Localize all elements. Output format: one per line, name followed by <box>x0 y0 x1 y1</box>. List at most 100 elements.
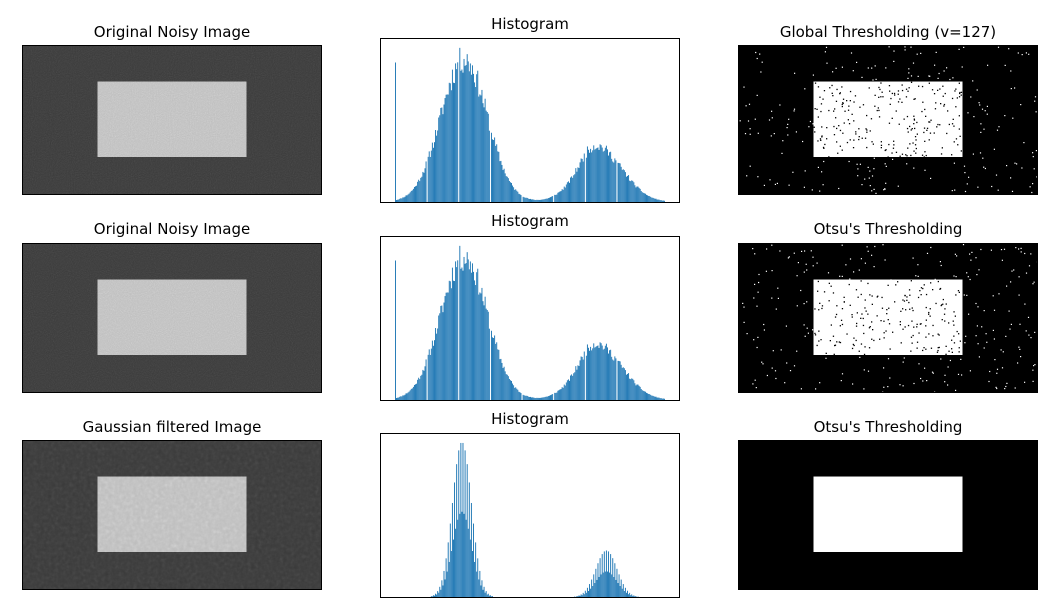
histogram-bar <box>560 191 562 202</box>
black-speck <box>937 123 939 126</box>
histogram-bar <box>593 574 595 597</box>
histogram-bar <box>455 63 457 202</box>
histogram-bar <box>496 144 498 202</box>
histogram-bar <box>585 157 587 202</box>
black-speck <box>937 89 939 91</box>
white-speck <box>752 383 754 385</box>
histogram-bar <box>434 595 435 597</box>
black-speck <box>855 289 858 291</box>
histogram-bar <box>586 587 588 597</box>
histogram-bar <box>571 374 573 400</box>
white-speck <box>826 62 828 64</box>
histogram-bar <box>600 574 602 597</box>
black-speck <box>941 304 943 306</box>
histogram-bar <box>449 523 451 597</box>
histogram-bar <box>617 162 619 202</box>
histogram-bar <box>485 308 487 400</box>
noisy-image-2 <box>22 243 322 393</box>
white-speck <box>1030 253 1032 255</box>
histogram-bar <box>460 442 462 597</box>
histogram-bar <box>482 301 484 400</box>
histogram-bar <box>456 69 458 202</box>
black-speck <box>831 84 833 87</box>
gaussian-image <box>22 440 322 590</box>
histogram-bar <box>552 394 554 400</box>
white-speck <box>758 281 760 284</box>
histogram-bar <box>492 139 493 202</box>
white-speck <box>965 335 967 337</box>
white-speck <box>992 295 994 297</box>
white-speck <box>772 350 774 352</box>
histogram-bar <box>479 94 481 202</box>
histogram-bar <box>569 182 570 202</box>
black-speck <box>916 341 919 343</box>
histogram-bar <box>476 571 478 597</box>
white-speck <box>1028 265 1031 267</box>
noise-overlay <box>23 46 321 194</box>
black-speck <box>849 139 851 141</box>
black-speck <box>910 129 912 131</box>
histogram-bar <box>657 397 659 400</box>
white-speck <box>1017 52 1019 54</box>
black-speck <box>921 85 924 88</box>
histogram-bar <box>463 513 465 597</box>
histogram-bar <box>661 200 663 202</box>
histogram-bar <box>633 380 635 400</box>
black-speck <box>868 327 871 329</box>
black-speck <box>880 82 882 84</box>
white-speck <box>869 185 871 187</box>
black-speck <box>942 303 944 305</box>
white-speck <box>762 363 764 365</box>
white-speck <box>873 168 875 170</box>
noisy-image-1 <box>22 45 322 195</box>
histogram-bar <box>484 98 486 202</box>
white-speck <box>966 183 968 185</box>
histogram-bar <box>534 199 536 202</box>
histogram-bar <box>474 280 476 400</box>
white-speck <box>1032 152 1034 154</box>
black-speck <box>913 150 915 152</box>
black-speck <box>937 333 939 335</box>
black-speck <box>848 123 851 125</box>
histogram-bar <box>514 387 516 400</box>
white-speck <box>1003 248 1006 250</box>
white-speck <box>757 132 759 134</box>
white-speck <box>807 332 809 334</box>
white-speck <box>1024 303 1026 305</box>
black-speck <box>955 88 957 90</box>
histogram-bar <box>652 395 654 400</box>
black-speck <box>836 88 838 91</box>
histogram-bar <box>455 261 457 400</box>
black-speck <box>913 123 915 125</box>
white-speck <box>761 61 763 63</box>
histogram-bar <box>537 397 539 400</box>
black-speck <box>814 108 816 110</box>
histogram-bar <box>601 345 603 400</box>
white-speck <box>789 370 792 372</box>
histogram-bar <box>464 263 466 400</box>
white-speck <box>961 66 963 68</box>
black-speck <box>916 347 918 349</box>
black-speck <box>929 121 931 123</box>
histogram-bar <box>570 375 572 400</box>
white-speck <box>754 253 756 255</box>
black-speck <box>915 147 917 150</box>
white-speck <box>779 250 781 252</box>
black-speck <box>856 322 858 325</box>
white-speck <box>867 370 870 372</box>
histogram-bar <box>440 589 442 597</box>
black-speck <box>816 344 818 347</box>
black-speck <box>898 123 900 125</box>
black-speck <box>935 102 937 104</box>
black-speck <box>839 129 842 132</box>
black-speck <box>861 137 863 139</box>
white-speck <box>803 186 805 188</box>
white-speck <box>848 160 850 163</box>
black-speck <box>942 85 944 87</box>
histogram-bar <box>541 397 543 400</box>
histogram-bar <box>522 196 524 202</box>
histogram-bar <box>625 374 627 400</box>
white-speck <box>749 165 751 167</box>
histogram-bar <box>576 369 578 400</box>
white-speck <box>763 323 765 326</box>
